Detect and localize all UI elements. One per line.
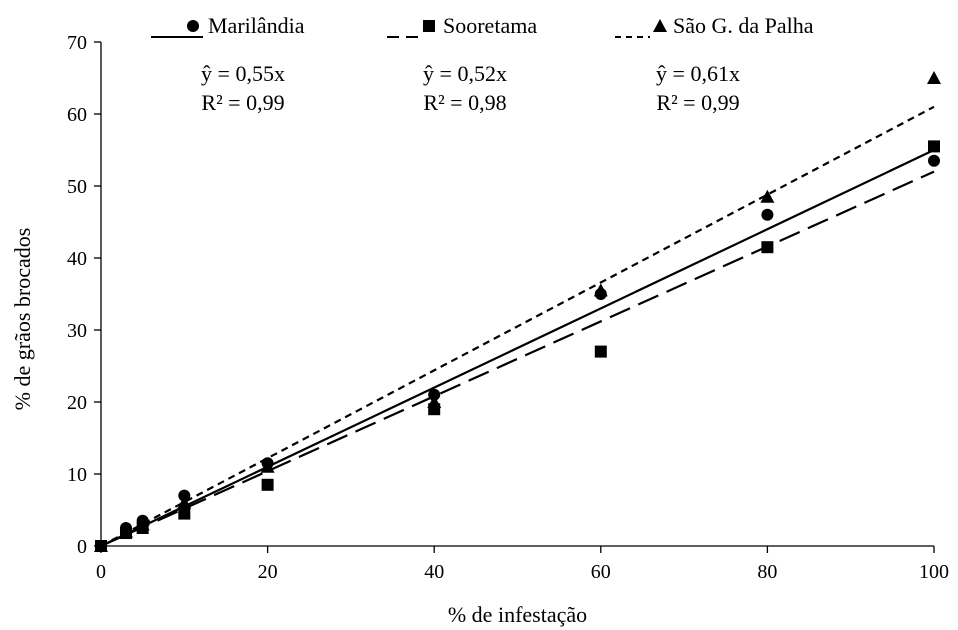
r-squared-label: R² = 0,98 — [423, 90, 506, 115]
data-point-square — [428, 403, 441, 416]
data-point-circle — [95, 540, 107, 552]
data-point-circle — [594, 288, 607, 300]
data-point-square — [761, 241, 774, 254]
y-tick-label: 20 — [67, 392, 87, 414]
y-tick-label: 10 — [67, 464, 87, 486]
trendline-sao-g-da-palha — [100, 105, 935, 547]
y-tick-label: 70 — [67, 32, 87, 54]
data-point-circle — [761, 208, 774, 221]
y-tick-label: 0 — [77, 536, 87, 558]
r-squared-label: R² = 0,99 — [656, 90, 739, 115]
data-point-triangle — [760, 189, 775, 203]
x-tick-label: 20 — [258, 561, 278, 583]
data-point-circle — [261, 457, 274, 470]
data-point-triangle — [177, 495, 192, 509]
legend-label: São G. da Palha — [673, 13, 814, 38]
data-point-square — [261, 478, 274, 491]
y-axis-title: % de grãos brocados — [10, 228, 35, 411]
legend-marker-square — [423, 20, 435, 32]
y-tick-label: 50 — [67, 176, 87, 198]
data-point-circle — [178, 489, 191, 502]
trendline-sooretama — [100, 170, 935, 548]
y-tick-label: 60 — [67, 104, 87, 126]
data-point-triangle — [927, 71, 941, 84]
trendline-marilandia — [100, 149, 935, 547]
y-tick-label: 40 — [67, 248, 87, 270]
legend-label: Marilândia — [208, 13, 305, 38]
x-tick-label: 40 — [424, 561, 444, 583]
data-point-circle — [136, 514, 149, 527]
legend-label: Sooretama — [443, 13, 537, 38]
x-tick-label: 60 — [591, 561, 611, 583]
regression-equation: ŷ = 0,52x — [423, 61, 507, 86]
x-tick-label: 80 — [757, 561, 777, 583]
legend-marker-triangle — [653, 19, 667, 32]
data-point-circle — [428, 388, 441, 401]
x-tick-label: 100 — [919, 561, 949, 583]
regression-equation: ŷ = 0,61x — [656, 61, 740, 86]
data-point-square — [178, 507, 191, 520]
x-tick-label: 0 — [96, 561, 106, 583]
r-squared-label: R² = 0,99 — [201, 90, 284, 115]
regression-equation: ŷ = 0,55x — [201, 61, 285, 86]
x-axis-title: % de infestação — [448, 602, 587, 627]
y-tick-label: 30 — [67, 320, 87, 342]
data-point-square — [594, 345, 607, 358]
data-point-circle — [119, 522, 132, 534]
data-point-circle — [928, 154, 940, 167]
legend-marker-circle — [187, 20, 199, 32]
data-point-square — [928, 140, 940, 153]
